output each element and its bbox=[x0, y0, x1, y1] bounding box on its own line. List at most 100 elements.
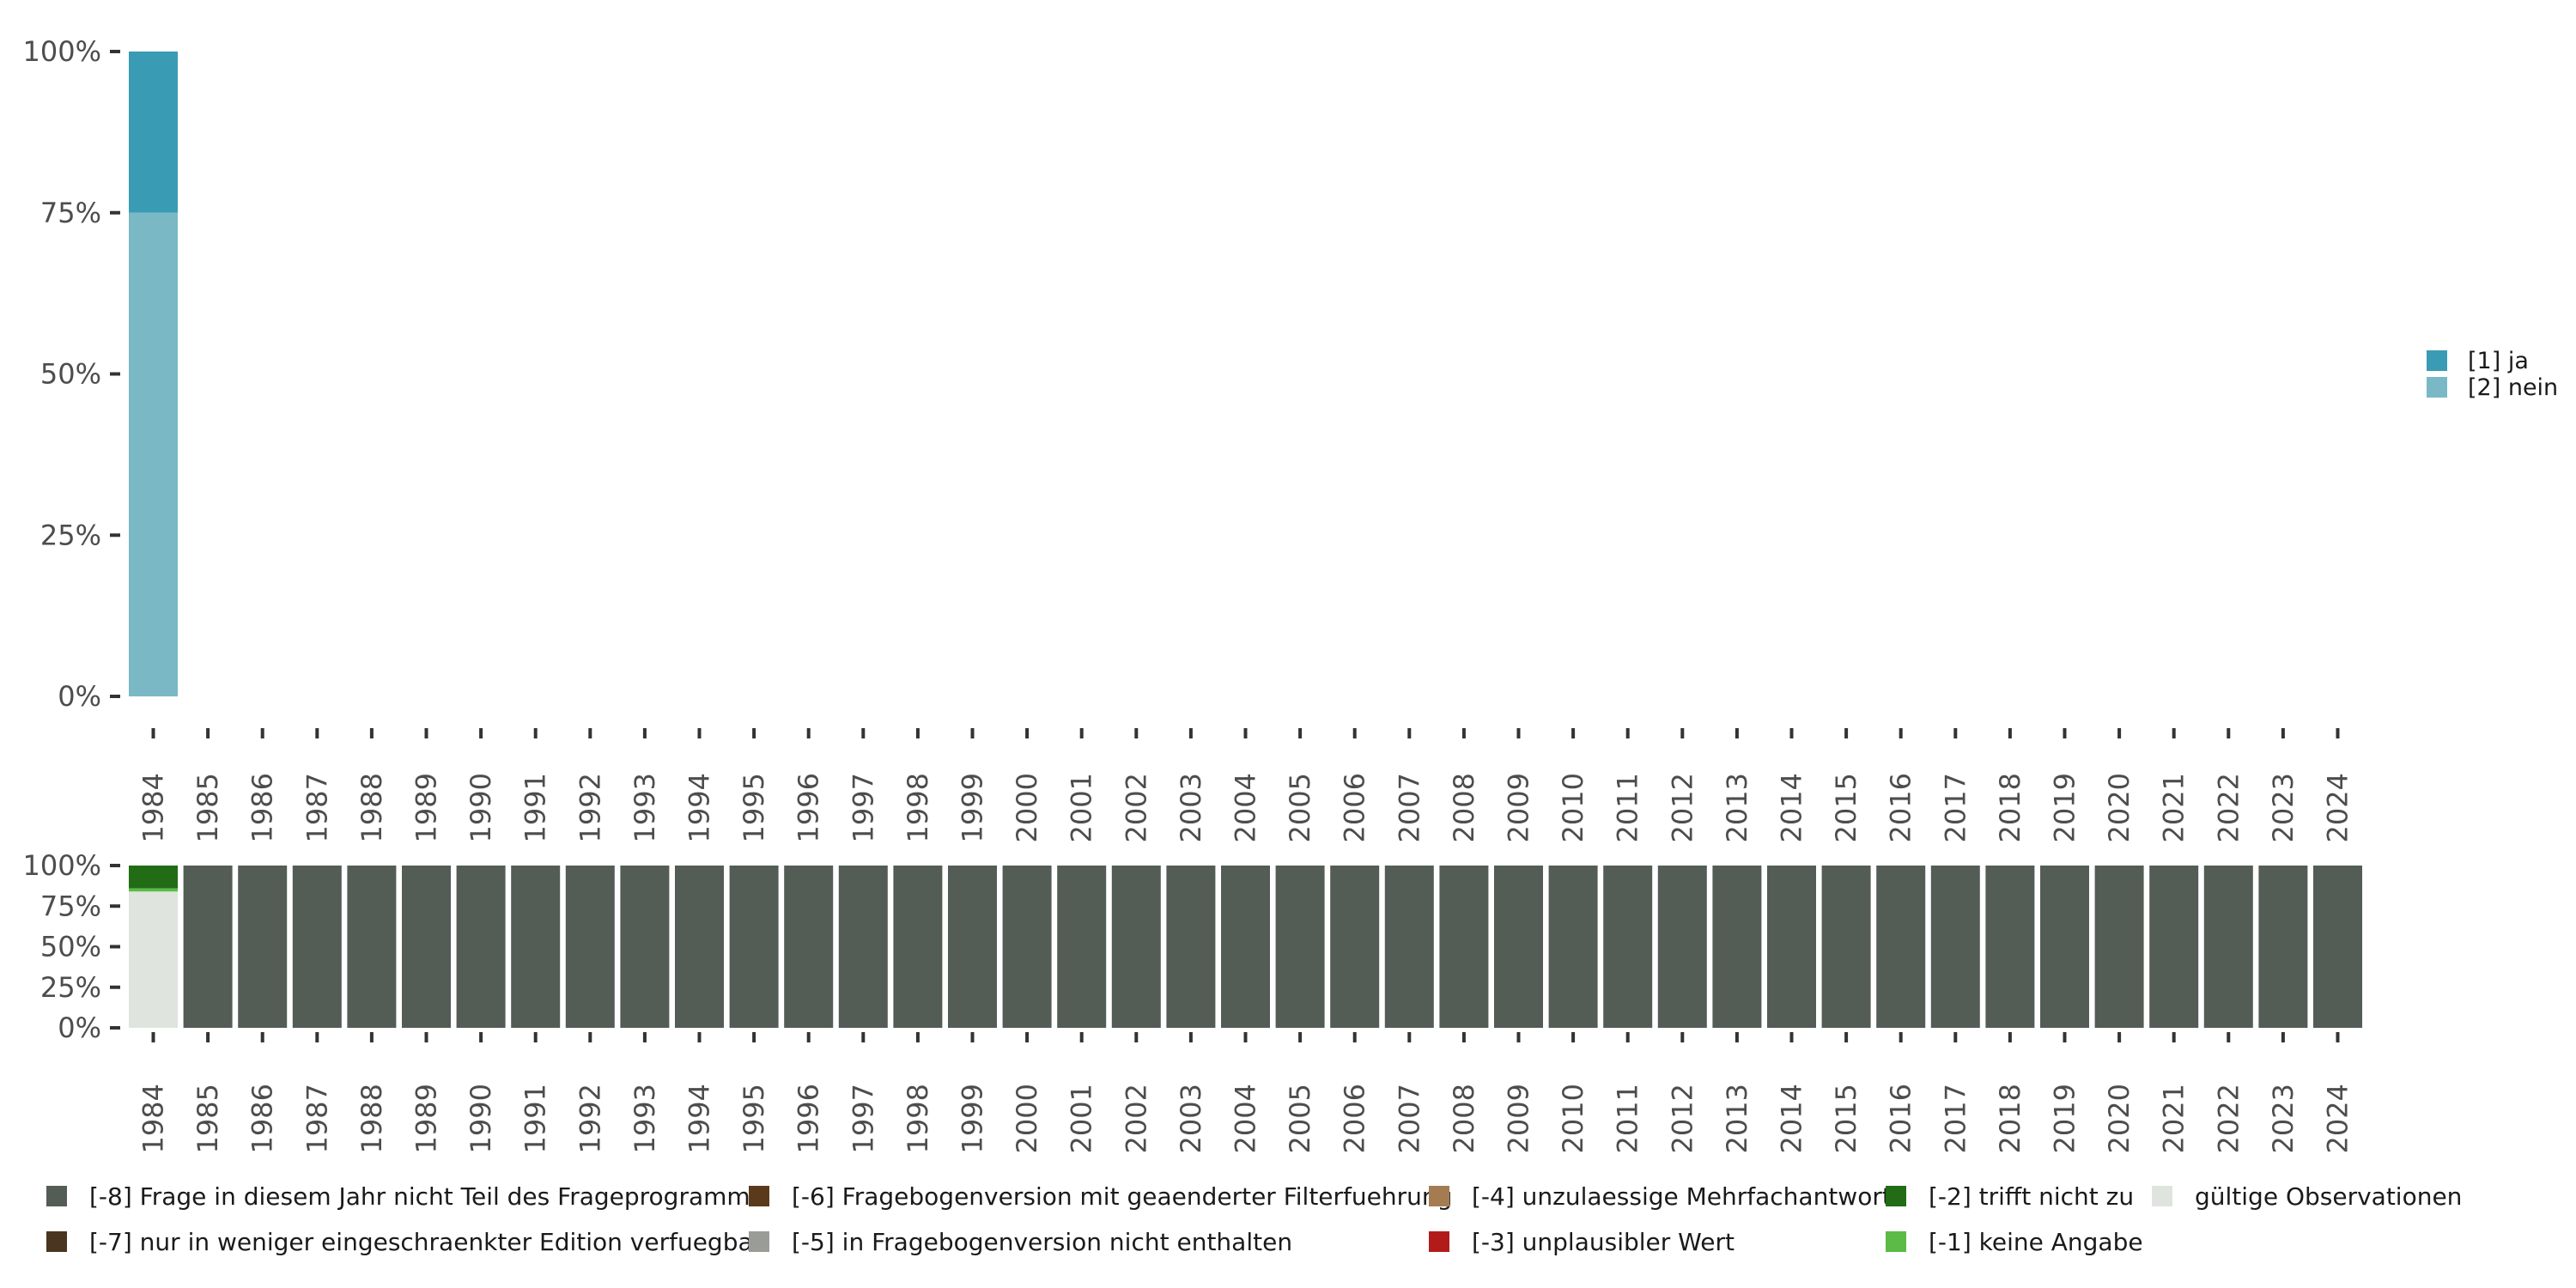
x-tick-label: 2011 bbox=[1612, 1084, 1644, 1153]
bar-segment bbox=[948, 866, 997, 1028]
x-tick-label: 2005 bbox=[1284, 1084, 1316, 1153]
legend-swatch bbox=[2427, 377, 2447, 398]
x-tick-label: 2014 bbox=[1776, 1084, 1808, 1153]
x-tick-label: 2009 bbox=[1503, 1084, 1535, 1153]
bar-segment bbox=[511, 866, 561, 1028]
x-tick-label: 1989 bbox=[410, 773, 443, 842]
x-tick-label: 2002 bbox=[1120, 1084, 1152, 1153]
legend-swatch bbox=[46, 1186, 67, 1206]
x-tick-label: 1997 bbox=[847, 773, 879, 842]
bar-segment bbox=[620, 866, 670, 1028]
x-tick-label: 1993 bbox=[629, 773, 661, 842]
bar-segment bbox=[1712, 866, 1762, 1028]
bar-segment bbox=[675, 866, 724, 1028]
legend-label: [2] nein bbox=[2468, 374, 2558, 401]
bar-segment bbox=[565, 866, 615, 1028]
x-tick-label: 1993 bbox=[629, 1084, 661, 1153]
x-tick-label: 1984 bbox=[137, 1084, 170, 1153]
bar-segment bbox=[1876, 866, 1926, 1028]
bar-segment bbox=[2313, 866, 2362, 1028]
x-tick-label: 2017 bbox=[1939, 773, 1971, 842]
bar-segment bbox=[1657, 866, 1707, 1028]
x-tick-label: 2023 bbox=[2267, 773, 2300, 842]
y-tick-label: 25% bbox=[40, 971, 101, 1004]
bar-segment bbox=[1930, 866, 1980, 1028]
x-tick-label: 2013 bbox=[1721, 1084, 1753, 1153]
x-tick-label: 1998 bbox=[902, 1084, 934, 1153]
x-tick-label: 2015 bbox=[1830, 773, 1862, 842]
legend-label: [-5] in Fragebogenversion nicht enthalte… bbox=[792, 1228, 1292, 1256]
x-tick-label: 1999 bbox=[957, 1084, 989, 1153]
x-tick-label: 2019 bbox=[2049, 773, 2081, 842]
y-tick-label: 0% bbox=[58, 680, 101, 713]
y-tick-label: 100% bbox=[23, 35, 101, 68]
x-tick-label: 2018 bbox=[1994, 773, 2026, 842]
bottom-legend: [-8] Frage in diesem Jahr nicht Teil des… bbox=[46, 1182, 2462, 1256]
legend-label: [1] ja bbox=[2468, 348, 2529, 374]
legend-label: [-6] Fragebogenversion mit geaenderter F… bbox=[792, 1182, 1452, 1211]
x-tick-label: 2009 bbox=[1503, 773, 1535, 842]
legend-swatch bbox=[46, 1231, 67, 1252]
bar-segment bbox=[129, 891, 178, 1028]
legend-label: [-8] Frage in diesem Jahr nicht Teil des… bbox=[89, 1182, 762, 1211]
x-tick-label: 2021 bbox=[2158, 773, 2190, 842]
x-tick-label: 2020 bbox=[2103, 773, 2136, 842]
legend-label: gültige Observationen bbox=[2195, 1182, 2462, 1211]
x-tick-label: 1990 bbox=[465, 773, 497, 842]
bar-segment bbox=[402, 866, 451, 1028]
x-tick-label: 2010 bbox=[1557, 1084, 1589, 1153]
top-legend: [1] ja[2] nein bbox=[2427, 348, 2558, 401]
top-panel: 0% 25% 50% 75% 100% 1984 1985 1986 1987 1988 1989 1… bbox=[23, 35, 2354, 842]
x-tick-label: 2002 bbox=[1120, 773, 1152, 842]
bar-segment bbox=[456, 866, 506, 1028]
x-tick-label: 1999 bbox=[957, 773, 989, 842]
x-tick-label: 1995 bbox=[738, 773, 770, 842]
x-tick-label: 2022 bbox=[2212, 773, 2245, 842]
x-tick-label: 1994 bbox=[683, 773, 716, 842]
y-tick-label: 100% bbox=[23, 849, 101, 882]
x-tick-label: 2001 bbox=[1066, 1084, 1098, 1153]
x-tick-label: 1997 bbox=[847, 1084, 879, 1153]
x-tick-label: 1992 bbox=[574, 1084, 606, 1153]
x-tick-label: 2004 bbox=[1230, 773, 1262, 842]
bar-segment bbox=[1548, 866, 1598, 1028]
bar-segment bbox=[1985, 866, 2035, 1028]
x-tick-label: 2023 bbox=[2267, 1084, 2300, 1153]
legend-swatch bbox=[1886, 1186, 1906, 1206]
x-tick-label: 1995 bbox=[738, 1084, 770, 1153]
bar-segment bbox=[1494, 866, 1543, 1028]
x-tick-label: 2004 bbox=[1230, 1084, 1262, 1153]
bar-segment bbox=[347, 866, 397, 1028]
legend-swatch bbox=[2152, 1186, 2172, 1206]
bar-segment bbox=[2094, 866, 2144, 1028]
legend-label: [-7] nur in weniger eingeschraenkter Edi… bbox=[89, 1228, 763, 1256]
x-tick-label: 1991 bbox=[519, 773, 552, 842]
x-tick-label: 2024 bbox=[2322, 773, 2354, 842]
x-tick-label: 1992 bbox=[574, 773, 606, 842]
x-tick-label: 2015 bbox=[1830, 1084, 1862, 1153]
bar-segment bbox=[2258, 866, 2308, 1028]
bar-segment bbox=[183, 866, 233, 1028]
bar-segment bbox=[1821, 866, 1871, 1028]
x-tick-label: 2013 bbox=[1721, 773, 1753, 842]
bar-segment bbox=[2149, 866, 2199, 1028]
x-tick-label: 2014 bbox=[1776, 773, 1808, 842]
x-tick-label: 1985 bbox=[191, 1084, 224, 1153]
x-tick-label: 2017 bbox=[1939, 1084, 1971, 1153]
x-tick-label: 2000 bbox=[1011, 773, 1043, 842]
x-tick-label: 2006 bbox=[1339, 773, 1371, 842]
x-tick-label: 2018 bbox=[1994, 1084, 2026, 1153]
x-tick-label: 2010 bbox=[1557, 773, 1589, 842]
x-tick-label: 2000 bbox=[1011, 1084, 1043, 1153]
x-tick-label: 2012 bbox=[1666, 773, 1698, 842]
bar-segment bbox=[129, 866, 178, 889]
y-tick-label: 0% bbox=[58, 1012, 101, 1044]
x-tick-label: 1987 bbox=[301, 1084, 333, 1153]
legend-swatch bbox=[1886, 1231, 1906, 1252]
y-tick-label: 25% bbox=[40, 519, 101, 551]
legend-swatch bbox=[1429, 1231, 1449, 1252]
bottom-panel: 0% 25% 50% 75% 100% 1984 1985 1986 1987 1988 1989 1… bbox=[23, 849, 2362, 1153]
bar-segment bbox=[2040, 866, 2089, 1028]
bar-segment bbox=[729, 866, 779, 1028]
